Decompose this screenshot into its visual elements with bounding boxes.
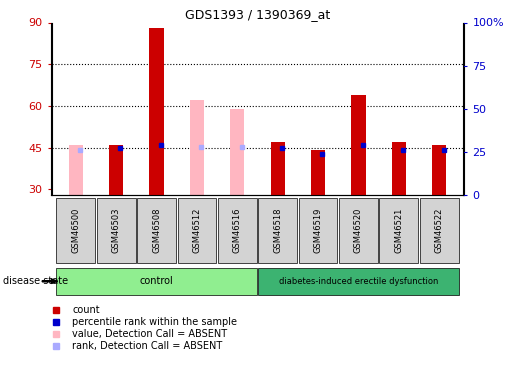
Bar [68, 145, 83, 195]
Bar [311, 150, 325, 195]
Text: GSM46520: GSM46520 [354, 208, 363, 254]
Bar [56, 198, 95, 263]
Bar [270, 142, 285, 195]
Bar [178, 198, 216, 263]
Text: GSM46522: GSM46522 [435, 208, 444, 254]
Bar [420, 198, 459, 263]
Bar [380, 198, 418, 263]
Text: GSM46521: GSM46521 [394, 208, 403, 254]
Text: GSM46518: GSM46518 [273, 208, 282, 254]
Text: GSM46519: GSM46519 [314, 208, 322, 254]
Bar [259, 198, 297, 263]
Bar [299, 198, 337, 263]
Bar [392, 142, 406, 195]
Text: disease state: disease state [3, 276, 67, 286]
Text: value, Detection Call = ABSENT: value, Detection Call = ABSENT [72, 329, 227, 339]
Text: GSM46508: GSM46508 [152, 208, 161, 254]
Text: percentile rank within the sample: percentile rank within the sample [72, 317, 237, 327]
Bar [97, 198, 135, 263]
Text: GSM46500: GSM46500 [71, 208, 80, 254]
Bar [137, 198, 176, 263]
Bar [190, 100, 204, 195]
Text: control: control [140, 276, 174, 286]
Bar [109, 145, 123, 195]
Title: GDS1393 / 1390369_at: GDS1393 / 1390369_at [185, 8, 330, 21]
Bar [230, 109, 245, 195]
Text: GSM46503: GSM46503 [112, 208, 121, 254]
Text: diabetes-induced erectile dysfunction: diabetes-induced erectile dysfunction [279, 277, 438, 286]
Bar [259, 268, 459, 295]
Bar [339, 198, 378, 263]
Bar [56, 268, 256, 295]
Bar [432, 145, 447, 195]
Bar [149, 28, 164, 195]
Bar [351, 95, 366, 195]
Bar [218, 198, 256, 263]
Text: rank, Detection Call = ABSENT: rank, Detection Call = ABSENT [72, 341, 222, 351]
Text: GSM46516: GSM46516 [233, 208, 242, 254]
Text: count: count [72, 305, 100, 315]
Text: GSM46512: GSM46512 [193, 208, 201, 254]
